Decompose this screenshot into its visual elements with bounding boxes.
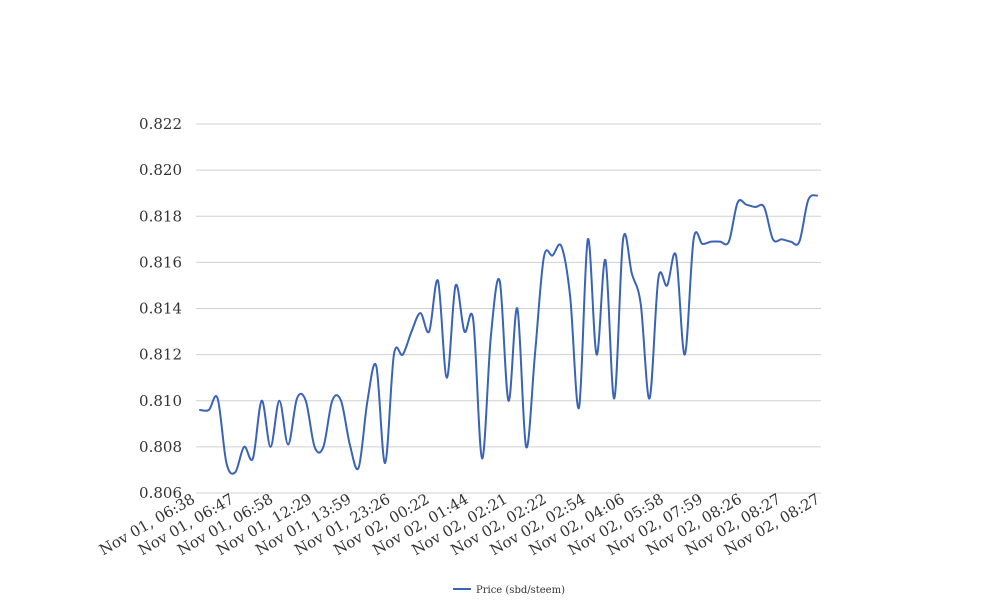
series-layer <box>199 194 818 475</box>
series-line <box>199 194 818 475</box>
gridlines <box>196 123 821 494</box>
y-tick-label: 0.808 <box>139 438 182 456</box>
y-tick-label: 0.822 <box>139 115 182 133</box>
y-tick-label: 0.816 <box>139 253 182 271</box>
y-tick-label: 0.814 <box>139 300 182 318</box>
y-tick-label: 0.818 <box>139 207 182 225</box>
y-tick-label: 0.812 <box>139 346 182 364</box>
y-tick-label: 0.820 <box>139 161 182 179</box>
legend-label: Price (sbd/steem) <box>476 585 565 596</box>
y-axis-ticks: 0.806 0.808 0.810 0.812 0.814 0.816 0.818 0.820… <box>139 115 182 502</box>
y-tick-label: 0.806 <box>139 484 182 502</box>
legend: Price (sbd/steem) <box>453 585 565 596</box>
y-tick-label: 0.810 <box>139 392 182 410</box>
